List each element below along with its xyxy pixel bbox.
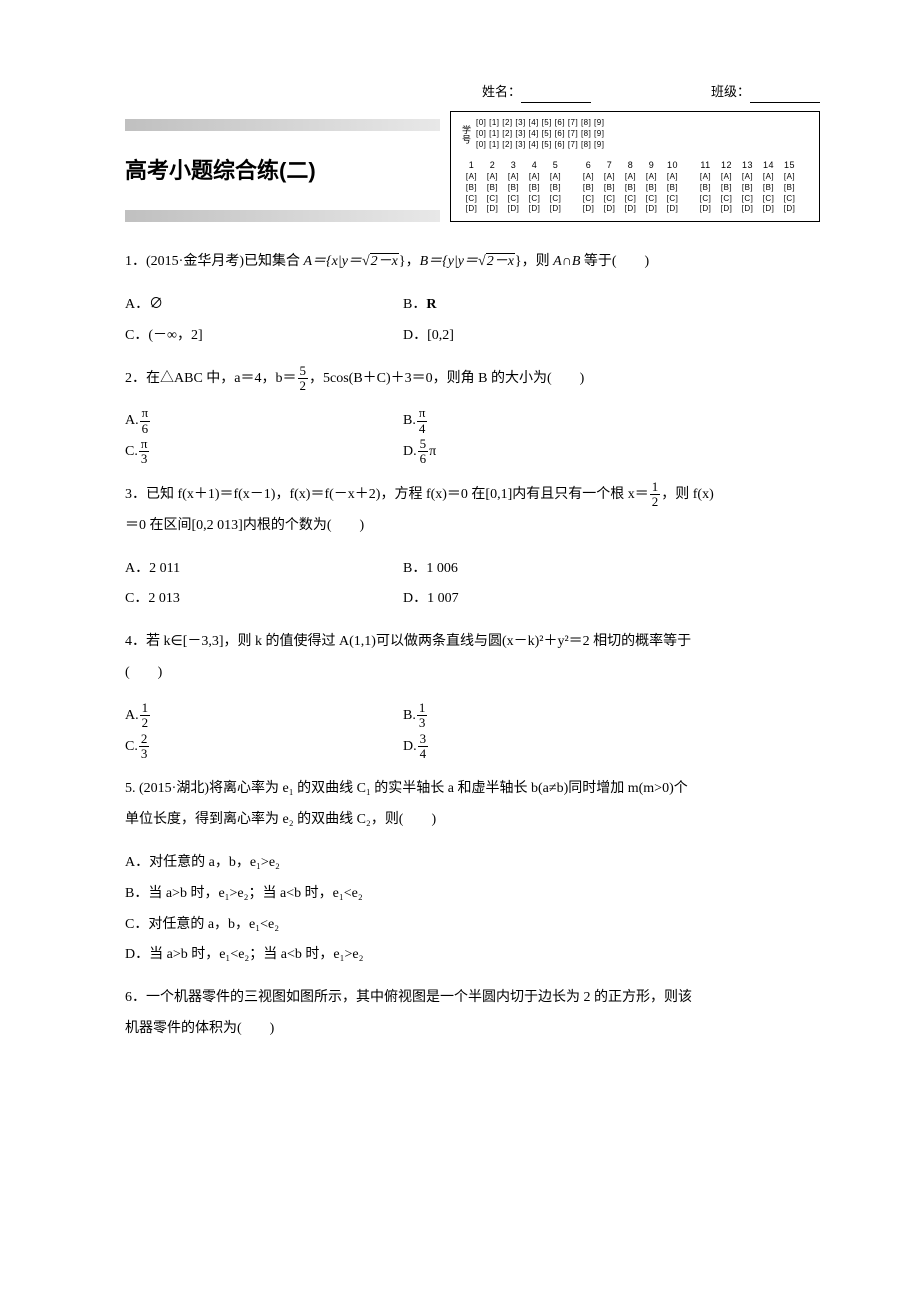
q3-text-c: ＝0 在区间[0,2 013]内根的个数为( ) (125, 518, 364, 533)
answer-grid: 123456789101112131415 [A][A][A][A][A][A]… (461, 159, 809, 215)
q2-text-a: 2．在△ABC 中，a＝4，b＝ (125, 371, 297, 386)
q1-cap: A∩B (553, 254, 580, 269)
q1-opt-a[interactable]: A．∅ (125, 290, 403, 321)
answer-option-row[interactable]: [A][A][A][A][A][A][A][A][A][A][A][A][A][… (461, 172, 809, 183)
q2-opt-a[interactable]: A.π6 (125, 406, 403, 437)
q1-rad: 2－x (370, 253, 399, 269)
question-6: 6．一个机器零件的三视图如图所示，其中俯视图是一个半圆内切于边长为 2 的正方形… (125, 983, 820, 1045)
answer-sheet: 学号 [0] [1] [2] [3] [4] [5] [6] [7] [8] [… (450, 111, 820, 222)
q2-text-b: ，5cos(B＋C)＋3＝0，则角 B 的大小为( ) (309, 371, 584, 386)
name-label: 姓名： (482, 80, 591, 103)
title-bar-bottom (125, 210, 440, 222)
question-5: 5. (2015·湖北)将离心率为 e₁ 的双曲线 C₁ 的实半轴长 a 和虚半… (125, 774, 820, 836)
title-bar-top (125, 119, 440, 131)
q3-options: A．2 011 B．1 006 C．2 013 D．1 007 (125, 554, 820, 616)
answer-numbers: 123456789101112131415 (461, 159, 809, 171)
q5-opt-b[interactable]: B．当 a>b 时，e₁>e₂；当 a<b 时，e₁<e₂ (125, 879, 820, 910)
q1-opt-b[interactable]: B．R (403, 290, 681, 321)
q1-set-b: B＝{y|y＝ (420, 254, 478, 269)
q4-opt-d[interactable]: D.34 (403, 732, 681, 763)
q4-text-a: 4．若 k∈[－3,3]，则 k 的值使得过 A(1,1)可以做两条直线与圆(x… (125, 634, 691, 649)
q6-text-b: 机器零件的体积为( ) (125, 1021, 274, 1036)
title-block: 高考小题综合练(二) (125, 111, 440, 222)
q1-set-a: A＝{x|y＝ (304, 254, 362, 269)
q4-options: A.12 B.13 C.23 D.34 (125, 701, 820, 763)
q2-opt-c[interactable]: C.π3 (125, 437, 403, 468)
digit-row[interactable]: [0] [1] [2] [3] [4] [5] [6] [7] [8] [9] (476, 129, 604, 140)
q5-text-b: 单位长度，得到离心率为 e₂ 的双曲线 C₂，则( ) (125, 812, 436, 827)
question-2: 2．在△ABC 中，a＝4，b＝52，5cos(B＋C)＋3＝0，则角 B 的大… (125, 364, 820, 395)
q5-opt-a[interactable]: A．对任意的 a，b，e₁>e₂ (125, 848, 820, 879)
q4-opt-b[interactable]: B.13 (403, 701, 681, 732)
header-row: 姓名： 班级： (125, 80, 820, 103)
question-4: 4．若 k∈[－3,3]，则 k 的值使得过 A(1,1)可以做两条直线与圆(x… (125, 627, 820, 689)
answer-option-row[interactable]: [B][B][B][B][B][B][B][B][B][B][B][B][B][… (461, 183, 809, 194)
digit-row[interactable]: [0] [1] [2] [3] [4] [5] [6] [7] [8] [9] (476, 118, 604, 129)
q2-opt-d[interactable]: D.56π (403, 437, 681, 468)
q4-opt-c[interactable]: C.23 (125, 732, 403, 763)
question-1: 1．(2015·金华月考)已知集合 A＝{x|y＝√2－x}，B＝{y|y＝√2… (125, 247, 820, 278)
q4-text-b: ( ) (125, 665, 162, 680)
question-3: 3．已知 f(x＋1)＝f(x－1)，f(x)＝f(－x＋2)，方程 f(x)＝… (125, 480, 820, 542)
q5-text-a: 5. (2015·湖北)将离心率为 e₁ 的双曲线 C₁ 的实半轴长 a 和虚半… (125, 781, 688, 796)
q5-options: A．对任意的 a，b，e₁>e₂ B．当 a>b 时，e₁>e₂；当 a<b 时… (125, 848, 820, 971)
q3-opt-a[interactable]: A．2 011 (125, 554, 403, 585)
q3-opt-d[interactable]: D．1 007 (403, 584, 681, 615)
q3-opt-c[interactable]: C．2 013 (125, 584, 403, 615)
q4-opt-a[interactable]: A.12 (125, 701, 403, 732)
digit-row[interactable]: [0] [1] [2] [3] [4] [5] [6] [7] [8] [9] (476, 140, 604, 151)
q3-text-a: 3．已知 f(x＋1)＝f(x－1)，f(x)＝f(－x＋2)，方程 f(x)＝… (125, 487, 649, 502)
answer-option-row[interactable]: [D][D][D][D][D][D][D][D][D][D][D][D][D][… (461, 204, 809, 215)
q1-text: 1．(2015·金华月考)已知集合 (125, 254, 304, 269)
answer-option-row[interactable]: [C][C][C][C][C][C][C][C][C][C][C][C][C][… (461, 194, 809, 205)
student-id-label: 学号 (461, 125, 470, 144)
q2-options: A.π6 B.π4 C.π3 D.56π (125, 406, 820, 468)
q1-opt-c[interactable]: C．(－∞，2] (125, 321, 403, 352)
q6-text-a: 6．一个机器零件的三视图如图所示，其中俯视图是一个半圆内切于边长为 2 的正方形… (125, 990, 692, 1005)
class-label: 班级： (711, 80, 820, 103)
q1-opt-d[interactable]: D．[0,2] (403, 321, 681, 352)
q2-opt-b[interactable]: B.π4 (403, 406, 681, 437)
top-section: 高考小题综合练(二) 学号 [0] [1] [2] [3] [4] [5] [6… (125, 111, 820, 222)
q5-opt-d[interactable]: D．当 a>b 时，e₁<e₂；当 a<b 时，e₁>e₂ (125, 940, 820, 971)
q3-opt-b[interactable]: B．1 006 (403, 554, 681, 585)
page-title: 高考小题综合练(二) (125, 151, 440, 191)
digit-rows: [0] [1] [2] [3] [4] [5] [6] [7] [8] [9] … (476, 118, 604, 150)
q5-opt-c[interactable]: C．对任意的 a，b，e₁<e₂ (125, 910, 820, 941)
q1-options: A．∅ B．R C．(－∞，2] D．[0,2] (125, 290, 820, 352)
student-id-section: 学号 [0] [1] [2] [3] [4] [5] [6] [7] [8] [… (461, 118, 809, 150)
